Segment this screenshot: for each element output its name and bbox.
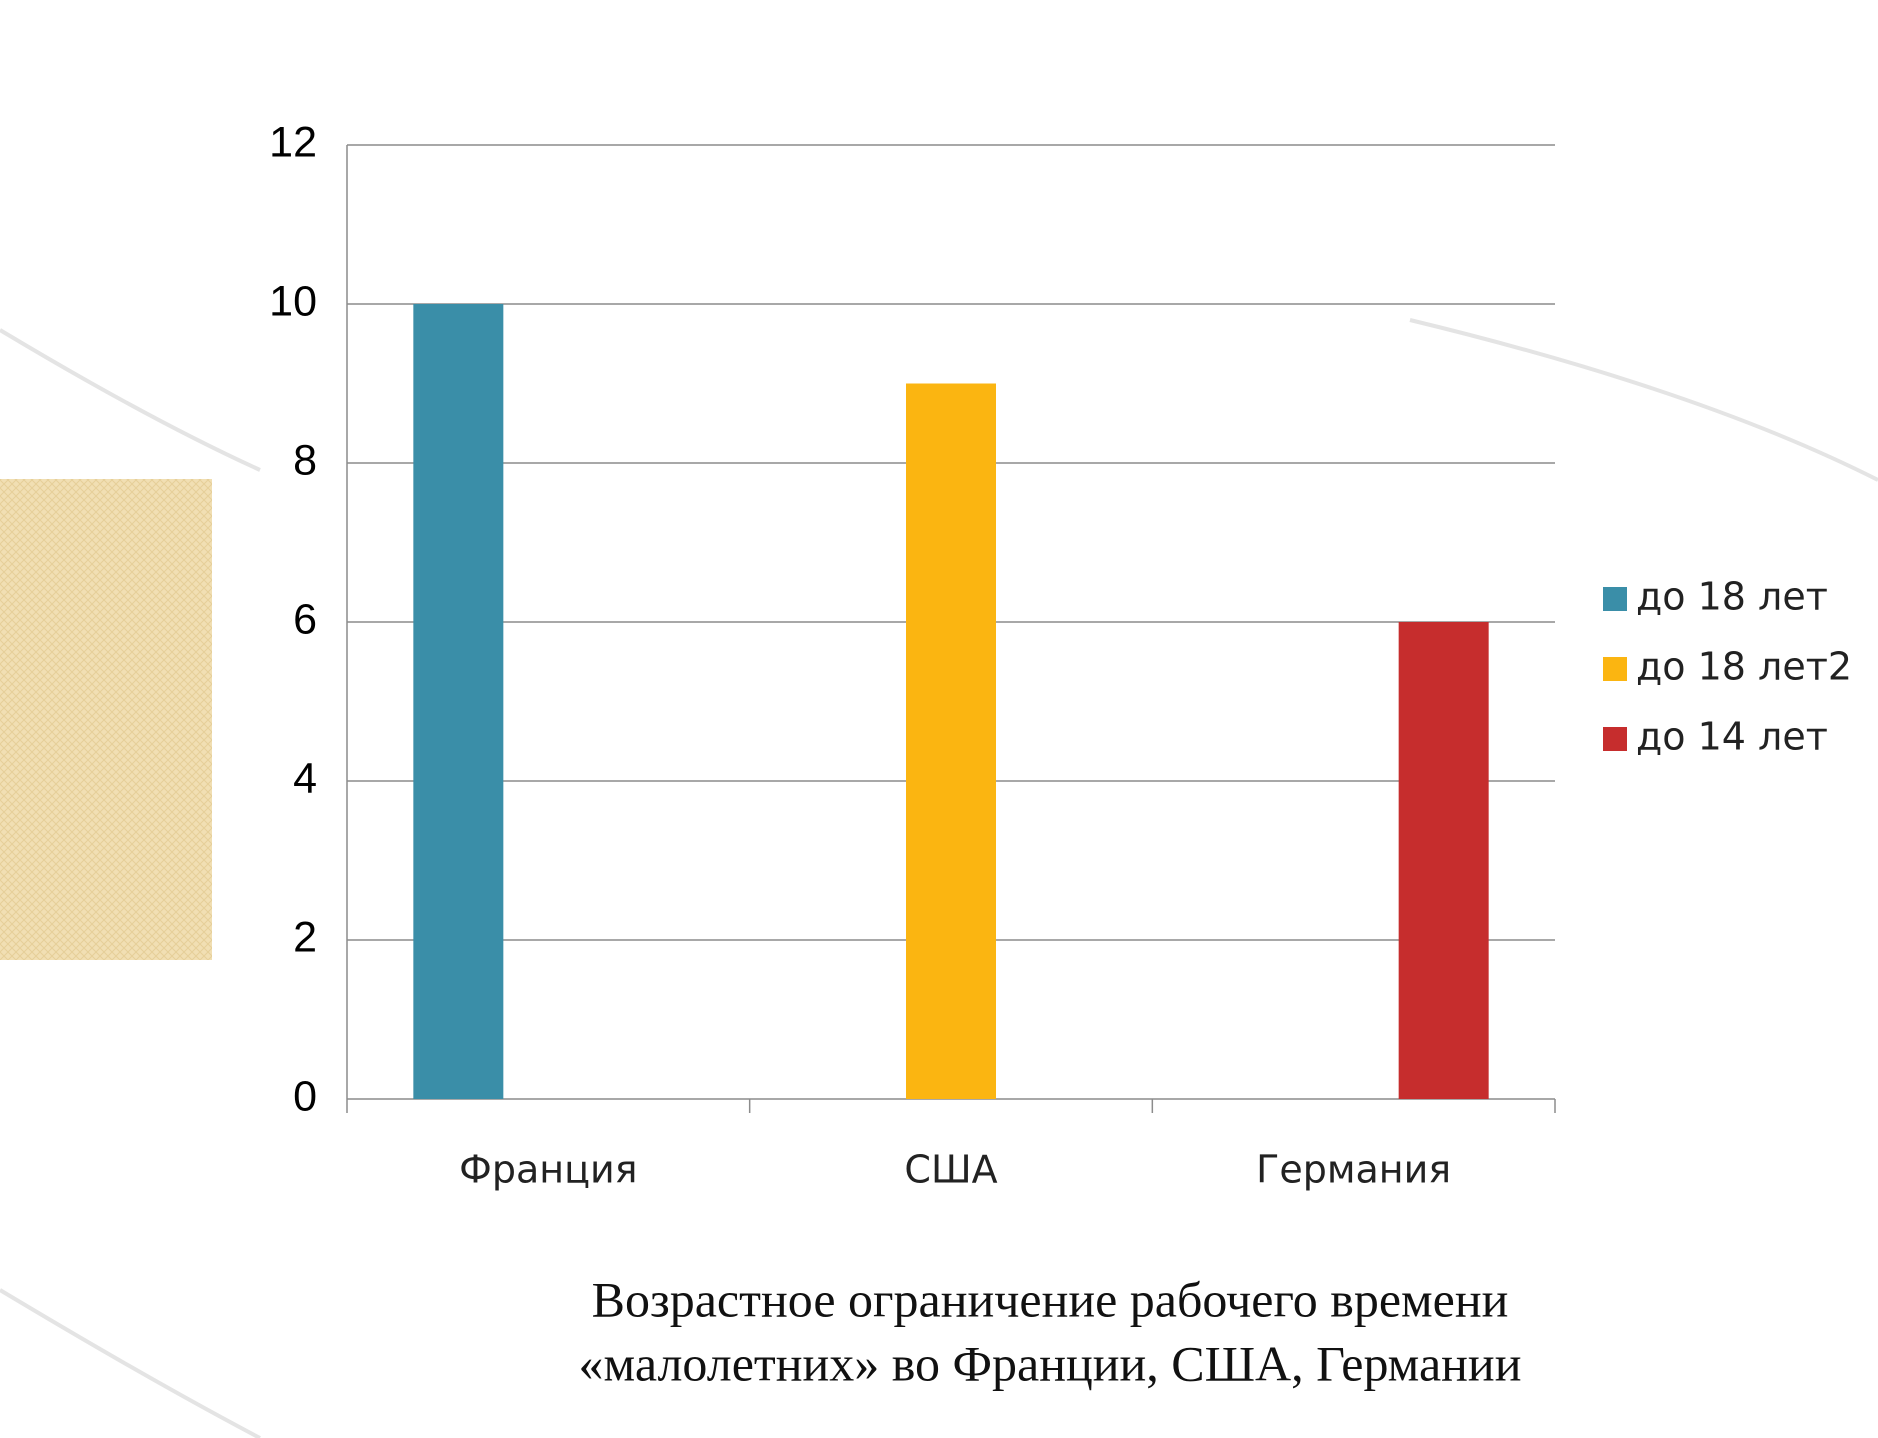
chart-title: Возрастное ограничение рабочего времени [592,1271,1509,1327]
legend-swatch [1603,657,1627,681]
y-tick-label: 12 [269,118,317,166]
x-tick-label: Германия [1256,1148,1451,1192]
decor-panel [0,479,212,960]
bar [1399,622,1489,1099]
y-tick-label: 2 [293,913,317,961]
bar [413,304,503,1099]
y-tick-label: 4 [293,754,317,802]
y-tick-label: 6 [293,595,317,643]
decor-rope [0,330,260,470]
slide: 0 2 4 6 8 10 12 Франция США Германия до 18 лет до 1… [0,0,1878,1438]
x-tick-label: Франция [459,1148,637,1192]
bar [906,384,996,1100]
x-tick-label: США [904,1148,997,1192]
legend-swatch [1603,587,1627,611]
plot-area: 0 2 4 6 8 10 12 Франция США Германия до 18 лет до 1… [269,118,1852,1191]
y-tick-label: 10 [269,277,317,325]
legend-label: до 18 лет2 [1636,645,1852,689]
y-tick-label: 0 [293,1072,317,1120]
legend-label: до 18 лет [1636,575,1828,619]
chart-title: «малолетних» во Франции, США, Германии [579,1335,1522,1391]
decor-rope [1410,320,1878,480]
decor-rope [0,1290,260,1438]
y-tick-label: 8 [293,436,317,484]
legend-label: до 14 лет [1636,715,1828,759]
legend-swatch [1603,727,1627,751]
